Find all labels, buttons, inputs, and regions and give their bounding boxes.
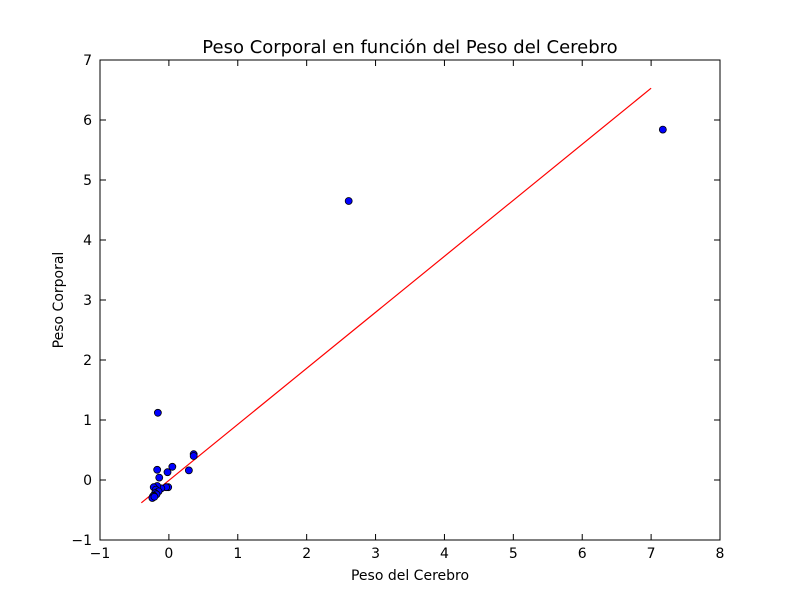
y-tick-label: 4 bbox=[83, 233, 92, 249]
x-tick-label: 1 bbox=[233, 546, 242, 562]
x-tick-label: 5 bbox=[509, 546, 518, 562]
plot-frame bbox=[99, 59, 721, 541]
scatter-point bbox=[658, 125, 667, 134]
y-tick-label: 2 bbox=[83, 353, 92, 369]
x-tick-label: 0 bbox=[164, 546, 173, 562]
x-tick-label: 7 bbox=[647, 546, 656, 562]
scatter-point bbox=[153, 465, 162, 474]
x-tick-label: 4 bbox=[440, 546, 449, 562]
scatter-point bbox=[168, 462, 177, 471]
scatter-point bbox=[344, 197, 353, 205]
scatter-point bbox=[189, 452, 198, 460]
x-tick-label: 6 bbox=[578, 546, 587, 562]
y-tick-label: 5 bbox=[83, 173, 92, 189]
fit-line-layer bbox=[140, 87, 652, 504]
y-tick-label: 6 bbox=[83, 113, 92, 129]
regression-line bbox=[140, 87, 652, 504]
x-axis-label: Peso del Cerebro bbox=[351, 568, 469, 584]
plot-area bbox=[100, 60, 720, 540]
x-tick-label: 8 bbox=[716, 546, 725, 562]
scatter-point bbox=[153, 408, 162, 417]
y-tick-label: 0 bbox=[83, 473, 92, 489]
scatter-point bbox=[150, 492, 159, 501]
y-tick-label: 3 bbox=[83, 293, 92, 309]
y-tick-label: 7 bbox=[83, 53, 92, 69]
x-tick-label: 2 bbox=[302, 546, 311, 562]
scatter-points-layer bbox=[148, 125, 667, 502]
scatter-point bbox=[155, 473, 164, 482]
y-tick-label: 1 bbox=[83, 413, 92, 429]
x-tick-label: −1 bbox=[90, 546, 111, 562]
chart-title: Peso Corporal en función del Peso del Ce… bbox=[202, 37, 617, 58]
scatter-point bbox=[184, 466, 193, 475]
y-axis-label: Peso Corporal bbox=[51, 252, 67, 349]
x-tick-label: 3 bbox=[371, 546, 380, 562]
scatter-point bbox=[163, 468, 172, 477]
y-tick-label: −1 bbox=[71, 533, 92, 549]
